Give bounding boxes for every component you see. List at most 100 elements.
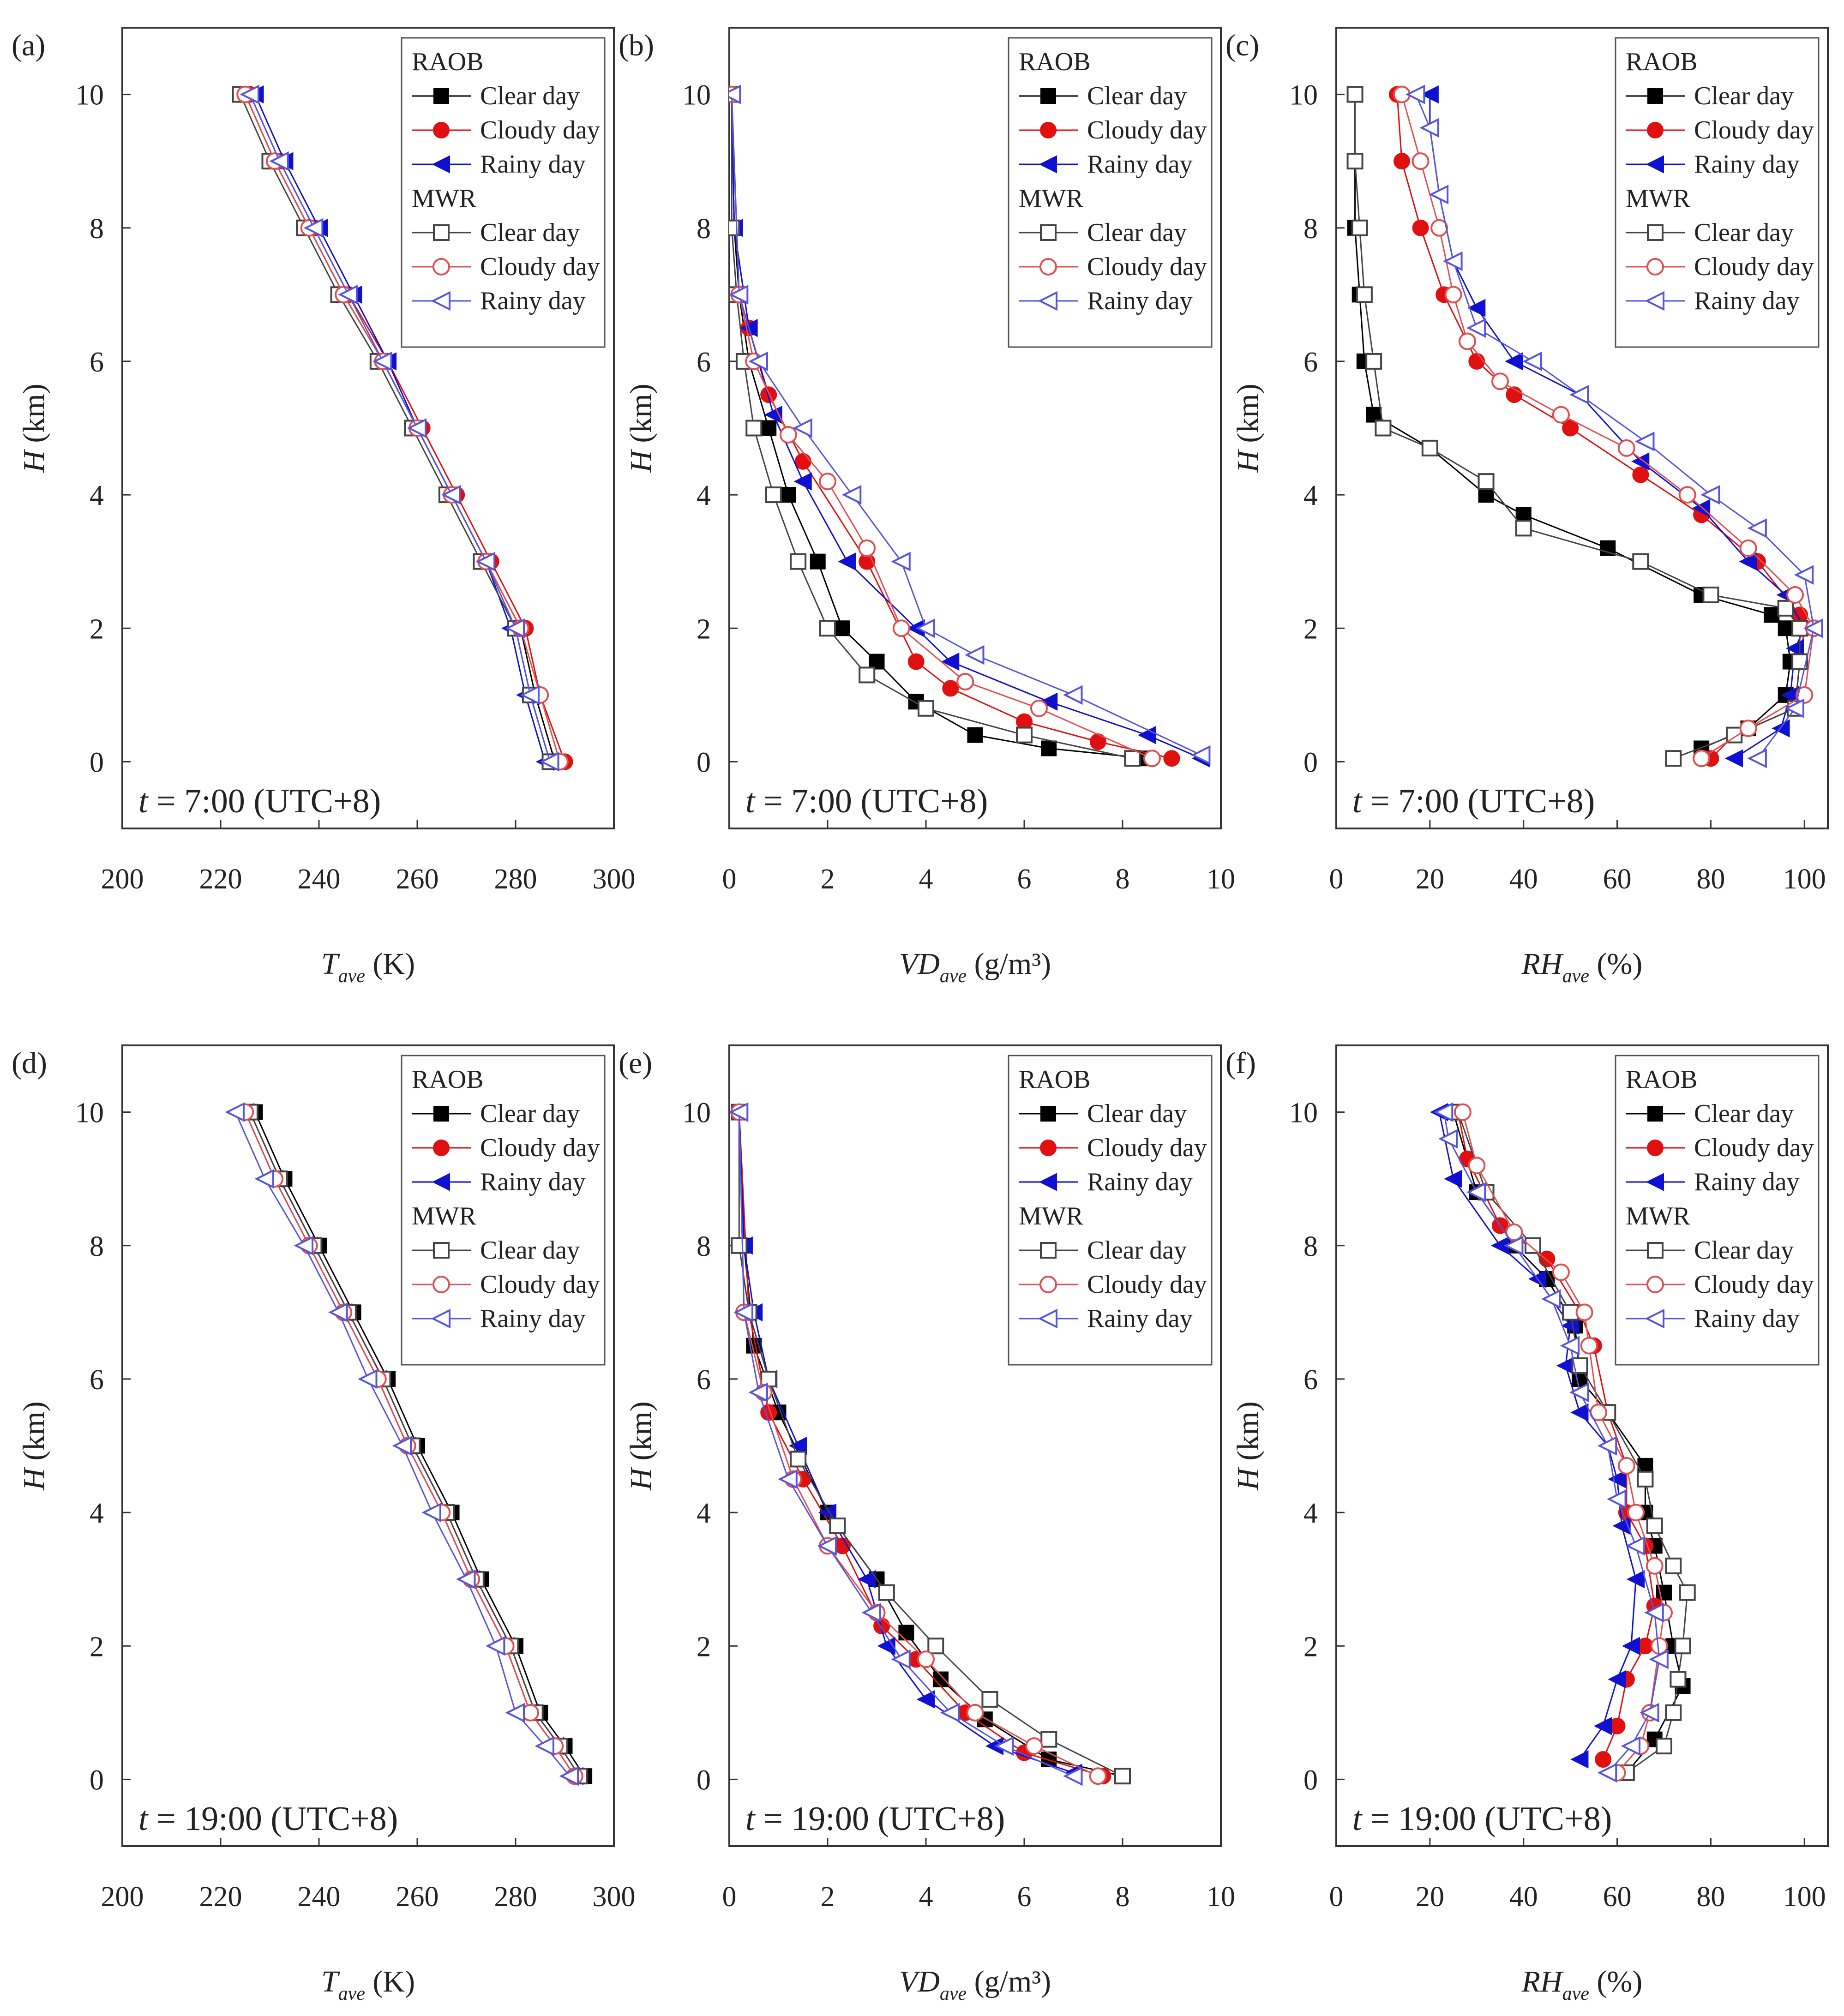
- series-mwr-rainy-day-point: [729, 1102, 749, 1122]
- legend-label: Rainy day: [1694, 150, 1800, 179]
- y-axis-title-var: H: [1231, 449, 1265, 473]
- series-mwr-rainy-day-line: [1415, 94, 1815, 759]
- series-mwr-rainy-day-point: [1625, 1536, 1646, 1556]
- series-mwr-cloudy-day-point: [1025, 1737, 1043, 1755]
- series-mwr-clear-day-point: [790, 1451, 807, 1468]
- legend-label: Rainy day: [1694, 1168, 1800, 1196]
- series-raob-cloudy-day-point: [1394, 153, 1410, 170]
- y-tick-label: 4: [90, 1498, 104, 1529]
- panel-b: 0 2 4 6 8 10 0 2 4 6 8 10 (b) H (km) VDave (g/m³) t = 7…: [619, 27, 1235, 987]
- x-tick-label: 100: [1783, 864, 1826, 895]
- series-mwr-cloudy-day-point: [1491, 372, 1509, 390]
- series-mwr-cloudy-day-point: [1739, 720, 1757, 738]
- series-mwr-clear-day-point: [878, 1584, 895, 1601]
- y-tick-label: 4: [1303, 1498, 1318, 1529]
- series-mwr-rainy-day-point: [505, 618, 525, 638]
- x-tick-label: 0: [1329, 864, 1344, 895]
- series-mwr-cloudy-day-point: [966, 1704, 984, 1722]
- series-raob-rainy-day-point: [1593, 1717, 1612, 1735]
- time-label-text: = 7:00 (UTC+8): [755, 782, 988, 820]
- series-mwr-rainy-day-point: [1607, 1489, 1627, 1509]
- x-tick-label: 40: [1509, 1881, 1538, 1913]
- y-tick-label: 0: [697, 747, 711, 778]
- x-tick-label: 240: [298, 864, 341, 895]
- series-raob-cloudy-day-point: [907, 653, 925, 670]
- series-mwr-rainy-day-point: [748, 1382, 768, 1403]
- x-axis-title-unit: (g/m³): [967, 947, 1051, 981]
- panel-label: (f): [1225, 1046, 1256, 1080]
- time-label-text: = 7:00 (UTC+8): [148, 782, 381, 820]
- series-mwr-rainy-day-point: [1621, 1736, 1640, 1756]
- x-tick-label: 6: [1017, 1881, 1032, 1913]
- series-mwr-clear-day-point: [1562, 1304, 1579, 1321]
- legend-label: Rainy day: [1087, 1168, 1193, 1196]
- legend-group-raob: RAOB: [1626, 1065, 1698, 1094]
- x-axis-title-unit: (K): [365, 1965, 415, 1998]
- legend-marker: [432, 1276, 450, 1293]
- series-mwr-clear-day-point: [1646, 1518, 1663, 1534]
- series-mwr-cloudy-day-point: [1143, 750, 1161, 768]
- legend-marker: [1040, 122, 1057, 138]
- series-raob-rainy-day-point: [838, 552, 856, 571]
- series-mwr-rainy-day-point: [1466, 1182, 1486, 1202]
- x-axis-title: Tave (K): [321, 1965, 415, 2004]
- legend-label: Rainy day: [480, 1168, 586, 1196]
- y-tick-label: 4: [90, 480, 104, 511]
- series-mwr-rainy-day-line: [731, 94, 1202, 756]
- series-mwr-cloudy-day-point: [1739, 539, 1757, 557]
- series-mwr-rainy-day-point: [1438, 1129, 1458, 1149]
- x-tick-label: 4: [919, 1881, 933, 1913]
- series-raob-rainy-day-point: [916, 1690, 935, 1709]
- y-axis-title-unit: (km): [17, 1401, 51, 1468]
- y-tick-label: 8: [1303, 1231, 1318, 1262]
- plot-frame: [1335, 27, 1829, 829]
- series-mwr-rainy-day-point: [392, 1436, 412, 1456]
- series-mwr-clear-day-point: [765, 486, 782, 504]
- x-tick-label: 0: [722, 1881, 737, 1913]
- series-mwr-rainy-day-point: [1063, 685, 1083, 705]
- x-tick-label: 280: [494, 1881, 537, 1913]
- series-mwr-cloudy-day-point: [819, 473, 836, 491]
- panel-e: 0 2 4 6 8 10 0 2 4 6 8 10 (e) H (km) VDave (g/m³) t = 1…: [619, 1044, 1235, 2004]
- y-axis-title: H (km): [624, 384, 658, 473]
- series-mwr-cloudy-day-point: [1459, 332, 1476, 350]
- legend-label: Rainy day: [1087, 150, 1193, 179]
- legend-label: Cloudy day: [1694, 252, 1814, 281]
- series-mwr-rainy-day-point: [456, 1569, 476, 1589]
- legend-label: Clear day: [1694, 1099, 1794, 1128]
- series-raob-clear-day-point: [869, 654, 885, 670]
- series-raob-clear-day-point: [898, 1625, 914, 1641]
- y-tick-label: 6: [697, 1364, 711, 1396]
- series-mwr-clear-day-point: [1478, 473, 1495, 490]
- series-mwr-clear-day-point: [1124, 750, 1141, 767]
- y-axis-title-unit: (km): [624, 384, 658, 450]
- legend-label: Rainy day: [1087, 287, 1193, 315]
- x-axis-title-sub: ave: [940, 966, 967, 987]
- x-axis-title-unit: (K): [365, 947, 415, 981]
- panel-label: (b): [619, 29, 654, 62]
- series-raob-clear-day-point: [780, 487, 796, 503]
- series-mwr-clear-day-point: [790, 553, 807, 570]
- series-mwr-clear-day-point: [1777, 600, 1794, 617]
- legend-label: Rainy day: [480, 287, 586, 315]
- legend-label: Cloudy day: [1087, 252, 1207, 281]
- series-mwr-clear-day-line: [731, 94, 1133, 759]
- time-label: t = 19:00 (UTC+8): [1352, 1800, 1612, 1838]
- series-mwr-clear-day-point: [1365, 353, 1382, 370]
- time-label-var: t: [745, 1800, 756, 1838]
- legend-marker: [1039, 1173, 1057, 1191]
- series-mwr-rainy-day-point: [254, 1169, 274, 1189]
- x-axis-title-sub: ave: [338, 1983, 365, 2004]
- series-mwr-rainy-day-point: [372, 351, 392, 372]
- series-group: [729, 84, 1211, 768]
- x-axis-title-var: VD: [899, 947, 940, 981]
- series-group: [1346, 84, 1823, 768]
- x-tick-label: 8: [1116, 1881, 1130, 1913]
- series-raob-rainy-day-point: [1724, 749, 1743, 768]
- x-axis-title-var: RH: [1521, 1965, 1564, 1998]
- x-axis-title-var: RH: [1521, 947, 1564, 981]
- series-mwr-rainy-day-point: [793, 418, 812, 438]
- series-mwr-clear-day-point: [981, 1691, 998, 1708]
